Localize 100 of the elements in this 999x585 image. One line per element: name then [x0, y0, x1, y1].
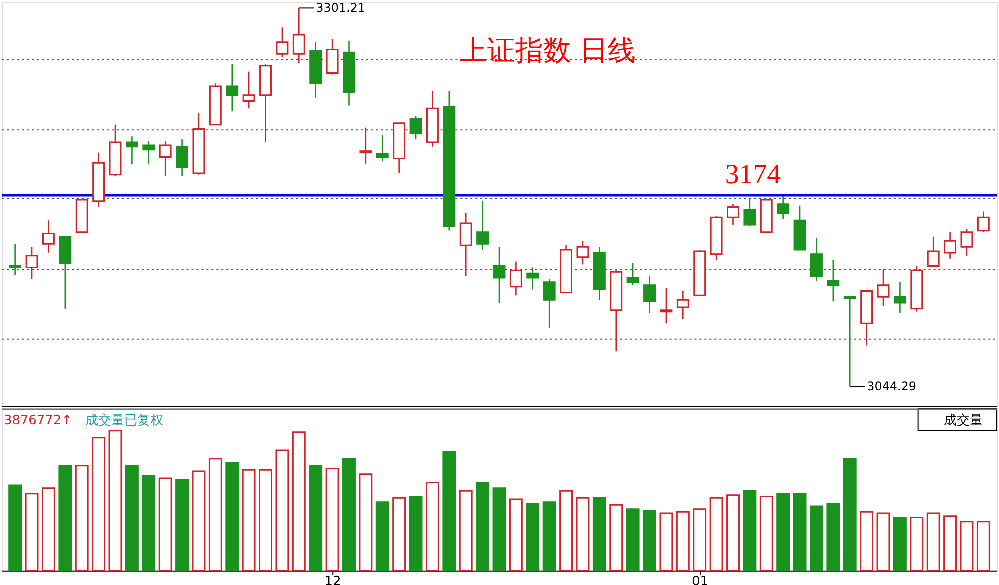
candlestick: [626, 262, 640, 286]
candlestick: [226, 64, 239, 112]
ref-line-label: 3174: [725, 160, 782, 191]
bar: [58, 465, 72, 572]
text: 成交量已复权: [86, 412, 164, 428]
candlestick: [510, 261, 522, 296]
bar: [592, 497, 606, 572]
bar: [926, 512, 940, 572]
bar: [276, 450, 290, 572]
candlestick: [360, 127, 372, 166]
bar: [125, 465, 139, 572]
bar: [442, 451, 456, 572]
text: 成交量: [944, 412, 984, 428]
candlestick: [242, 71, 256, 110]
bar: [326, 468, 340, 572]
annotation: 3044.29: [867, 380, 917, 394]
bar: [8, 484, 22, 572]
bar: [226, 462, 240, 572]
candlestick: [977, 211, 990, 233]
bar: [309, 465, 323, 572]
bar: [92, 437, 106, 572]
bar: [108, 430, 122, 572]
bar: [960, 521, 974, 572]
candlestick: [526, 267, 540, 290]
bar: [25, 493, 39, 572]
bar: [876, 512, 890, 572]
candlestick: [42, 220, 55, 254]
candlestick: [777, 194, 790, 220]
candlestick: [126, 136, 138, 166]
bar: [492, 488, 506, 572]
bar: [693, 508, 707, 572]
bar: [576, 497, 590, 572]
candlestick: [476, 200, 490, 251]
candlestick: [844, 296, 856, 388]
bar: [910, 516, 924, 572]
bar: [359, 474, 373, 572]
bar: [459, 490, 473, 572]
bar: [75, 465, 89, 572]
bar: [509, 498, 523, 572]
candlestick: [944, 232, 957, 260]
candlestick: [576, 240, 590, 266]
candlestick: [159, 140, 172, 178]
candlestick: [727, 204, 740, 226]
candlestick: [927, 236, 940, 267]
bar: [810, 506, 824, 572]
bar: [158, 478, 172, 572]
candlestick: [827, 260, 840, 302]
bar: [626, 508, 640, 572]
candlestick: [660, 288, 673, 324]
bar: [743, 490, 757, 572]
bar: [760, 496, 774, 572]
candlestick: [493, 246, 506, 304]
bar: [259, 469, 272, 572]
bar: [42, 488, 56, 572]
bar: [542, 502, 556, 572]
bar: [426, 482, 440, 572]
bar: [192, 470, 206, 572]
bar: [660, 512, 674, 572]
x-tick-label: 12: [324, 574, 342, 585]
bar: [392, 497, 406, 572]
candlestick: [176, 138, 189, 178]
bar: [860, 511, 874, 572]
bar: [793, 493, 807, 572]
bar: [560, 490, 574, 572]
bar: [610, 504, 624, 572]
bar: [342, 458, 356, 572]
candlestick: [877, 268, 890, 307]
candlestick: [543, 278, 556, 329]
bar: [292, 432, 306, 572]
bar: [409, 496, 423, 572]
candlestick: [744, 198, 756, 228]
candlestick: [810, 238, 823, 282]
candlestick: [326, 38, 339, 76]
bar: [976, 521, 990, 572]
bar: [710, 497, 724, 572]
candlestick: [460, 212, 472, 278]
bar: [776, 493, 790, 572]
bar: [826, 502, 840, 572]
bar: [476, 482, 490, 572]
candlestick: [644, 276, 656, 314]
candlestick: [894, 282, 906, 314]
candlestick: [142, 140, 156, 166]
candlestick: [26, 246, 38, 280]
bar: [726, 494, 740, 572]
candlestick: [9, 243, 22, 276]
candlestick: [376, 134, 389, 162]
bar: [676, 511, 690, 572]
candlestick: [960, 228, 974, 257]
bar: [526, 502, 540, 572]
bar: [843, 458, 857, 572]
bar: [142, 474, 156, 572]
text: 上证指数 日线: [459, 34, 636, 67]
candlestick: [410, 115, 422, 140]
bar: [242, 469, 256, 572]
bar: [376, 502, 390, 572]
candlestick: [276, 27, 289, 58]
candlestick: [292, 8, 306, 64]
text: 3876772↑: [4, 413, 72, 428]
bar: [944, 516, 958, 572]
bar: [176, 479, 190, 572]
